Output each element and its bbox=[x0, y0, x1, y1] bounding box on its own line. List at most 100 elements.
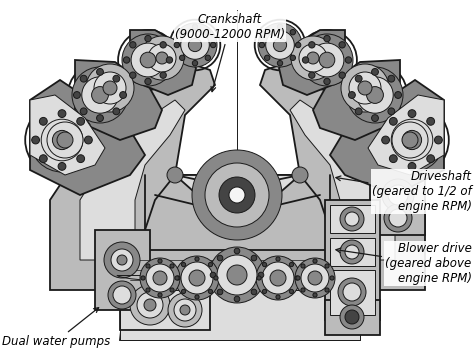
Circle shape bbox=[339, 72, 346, 78]
Circle shape bbox=[37, 112, 93, 168]
Circle shape bbox=[384, 204, 412, 232]
Circle shape bbox=[355, 108, 362, 115]
Circle shape bbox=[251, 289, 257, 295]
Circle shape bbox=[97, 69, 103, 75]
Circle shape bbox=[180, 55, 185, 61]
Circle shape bbox=[301, 34, 353, 86]
Polygon shape bbox=[130, 30, 196, 95]
Circle shape bbox=[372, 115, 378, 122]
Circle shape bbox=[348, 92, 356, 99]
Circle shape bbox=[313, 293, 317, 297]
Circle shape bbox=[146, 264, 174, 292]
Circle shape bbox=[30, 108, 94, 172]
Circle shape bbox=[219, 177, 255, 213]
Circle shape bbox=[39, 155, 47, 162]
Circle shape bbox=[330, 276, 334, 280]
Circle shape bbox=[345, 310, 359, 324]
Circle shape bbox=[209, 247, 265, 303]
Circle shape bbox=[324, 78, 330, 84]
Circle shape bbox=[345, 212, 359, 226]
Circle shape bbox=[435, 136, 442, 144]
Circle shape bbox=[145, 35, 151, 42]
Circle shape bbox=[289, 289, 293, 293]
Circle shape bbox=[137, 292, 163, 318]
Circle shape bbox=[391, 119, 433, 161]
Circle shape bbox=[319, 52, 335, 68]
Circle shape bbox=[341, 64, 389, 112]
Circle shape bbox=[234, 296, 240, 302]
Bar bbox=[325, 300, 380, 335]
Circle shape bbox=[296, 276, 300, 280]
Circle shape bbox=[301, 264, 329, 292]
Circle shape bbox=[77, 155, 84, 162]
Circle shape bbox=[130, 285, 170, 325]
Circle shape bbox=[174, 299, 196, 321]
Circle shape bbox=[262, 262, 294, 294]
Circle shape bbox=[355, 75, 362, 82]
Circle shape bbox=[86, 64, 134, 112]
Circle shape bbox=[258, 23, 302, 67]
Circle shape bbox=[388, 108, 395, 115]
Circle shape bbox=[266, 31, 294, 59]
Circle shape bbox=[343, 283, 361, 301]
Text: Crankshaft
(9000-12000 RPM): Crankshaft (9000-12000 RPM) bbox=[175, 13, 285, 92]
Circle shape bbox=[390, 117, 397, 125]
Polygon shape bbox=[75, 60, 162, 140]
Circle shape bbox=[123, 57, 130, 63]
Circle shape bbox=[176, 276, 180, 280]
Circle shape bbox=[339, 42, 346, 48]
Circle shape bbox=[167, 167, 183, 183]
Circle shape bbox=[357, 77, 393, 113]
Circle shape bbox=[389, 209, 407, 227]
Circle shape bbox=[299, 44, 327, 72]
Circle shape bbox=[217, 255, 223, 261]
Circle shape bbox=[175, 276, 179, 280]
Polygon shape bbox=[279, 30, 345, 95]
Circle shape bbox=[276, 295, 280, 299]
Polygon shape bbox=[30, 80, 145, 195]
Circle shape bbox=[270, 270, 286, 286]
Circle shape bbox=[291, 36, 335, 80]
Circle shape bbox=[168, 293, 202, 327]
Circle shape bbox=[340, 207, 364, 231]
Circle shape bbox=[173, 23, 217, 67]
Polygon shape bbox=[120, 250, 360, 340]
Circle shape bbox=[229, 187, 245, 203]
Text: Dual water pumps: Dual water pumps bbox=[2, 308, 110, 348]
Circle shape bbox=[388, 185, 408, 205]
Circle shape bbox=[160, 42, 166, 48]
Circle shape bbox=[290, 55, 295, 61]
Circle shape bbox=[257, 276, 261, 280]
Circle shape bbox=[192, 24, 198, 30]
Circle shape bbox=[256, 256, 300, 300]
Circle shape bbox=[263, 262, 267, 267]
Circle shape bbox=[277, 24, 283, 30]
Circle shape bbox=[182, 262, 186, 267]
Circle shape bbox=[307, 52, 319, 64]
Circle shape bbox=[295, 276, 299, 280]
Circle shape bbox=[390, 155, 397, 162]
Circle shape bbox=[264, 30, 270, 35]
Circle shape bbox=[382, 136, 390, 144]
Circle shape bbox=[309, 72, 315, 78]
Circle shape bbox=[140, 52, 156, 68]
Circle shape bbox=[210, 272, 216, 278]
Polygon shape bbox=[175, 175, 300, 230]
Circle shape bbox=[195, 295, 199, 299]
Circle shape bbox=[324, 35, 330, 42]
Bar bbox=[95, 230, 150, 310]
Circle shape bbox=[146, 264, 150, 268]
Circle shape bbox=[217, 289, 223, 295]
Circle shape bbox=[57, 132, 73, 148]
Circle shape bbox=[309, 42, 315, 48]
Circle shape bbox=[94, 72, 126, 104]
Circle shape bbox=[347, 67, 403, 123]
Circle shape bbox=[209, 289, 212, 293]
Circle shape bbox=[325, 264, 329, 268]
Circle shape bbox=[181, 31, 210, 59]
Circle shape bbox=[166, 57, 173, 63]
Circle shape bbox=[153, 271, 167, 285]
Circle shape bbox=[301, 288, 305, 292]
Circle shape bbox=[189, 270, 205, 286]
Circle shape bbox=[122, 34, 174, 86]
